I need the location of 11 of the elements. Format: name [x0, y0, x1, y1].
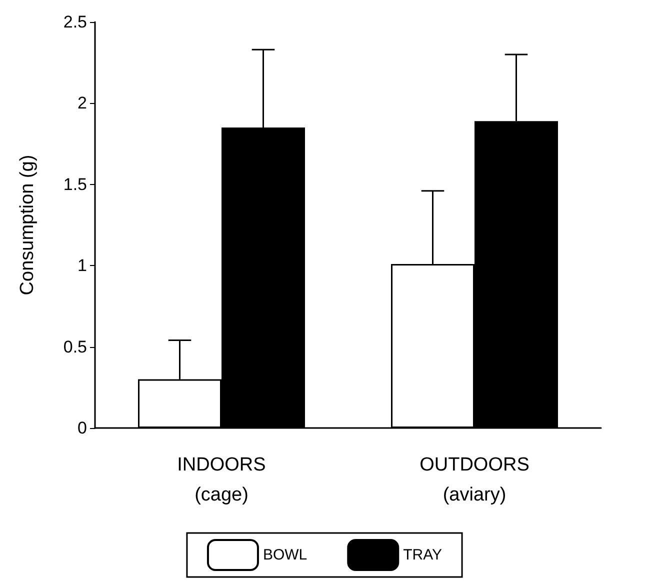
x-tick-label: INDOORS (cage) [177, 454, 266, 506]
y-tick-label: 2.5 [63, 12, 87, 32]
legend-label: TRAY [403, 546, 442, 564]
y-tick-label: 1.5 [63, 174, 87, 194]
y-axis-title: Consumption (g) [17, 154, 38, 296]
legend-label: BOWL [262, 546, 308, 564]
y-tick-label: 0.5 [63, 337, 87, 356]
y-tick-label: 2 [78, 94, 87, 113]
y-tick-label: 0 [78, 418, 87, 438]
x-tick-label: OUTDOORS (aviary) [420, 454, 530, 506]
y-tick-label: 1 [78, 256, 87, 276]
